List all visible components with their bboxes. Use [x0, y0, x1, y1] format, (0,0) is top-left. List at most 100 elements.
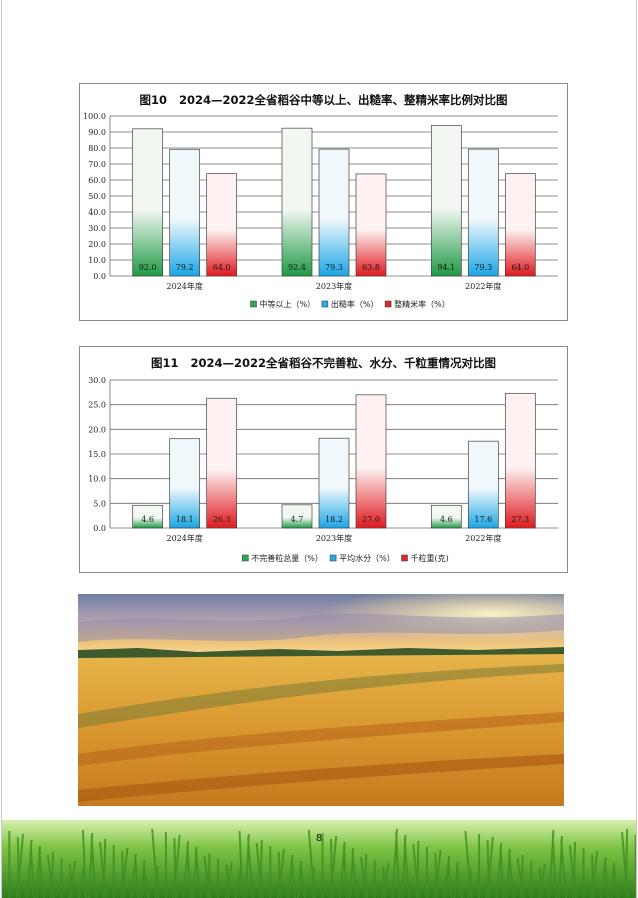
- y-tick-label: 10.0: [88, 256, 106, 265]
- legend-label: 不完善粒总量（%）: [251, 553, 323, 563]
- y-tick-label: 15.0: [88, 450, 106, 459]
- page-number: 8: [315, 833, 323, 844]
- grass-blade: [173, 837, 177, 898]
- x-category-label: 2022年度: [465, 533, 501, 543]
- grass-blade: [403, 837, 411, 898]
- data-label: 64.0: [511, 263, 529, 272]
- bar: [169, 148, 201, 277]
- bar: [504, 392, 536, 529]
- y-tick-label: 5.0: [93, 499, 106, 508]
- grass-blade: [102, 838, 107, 898]
- grass-blade: [360, 856, 369, 898]
- grass-blade: [433, 849, 442, 898]
- grass-blade: [395, 831, 401, 898]
- grass-blade: [121, 850, 125, 898]
- legend-swatch: [242, 554, 249, 562]
- grass-blade: [610, 862, 616, 898]
- grass-blade: [455, 864, 463, 898]
- grass-blade: [276, 848, 285, 898]
- chart-fig10: 图10 2024—2022全省稻谷中等以上、出糙率、整精米率比例对比图 0.0 10…: [79, 83, 568, 321]
- figure-number: 图10: [139, 93, 167, 107]
- legend-swatch: [384, 300, 392, 308]
- y-tick-label: 50.0: [88, 192, 106, 201]
- grass-blade: [194, 849, 202, 898]
- bar: [467, 440, 499, 529]
- grass-blade: [520, 854, 524, 898]
- grass-blade: [247, 836, 254, 898]
- grass-blade: [363, 853, 368, 898]
- data-label: 64.0: [213, 263, 231, 272]
- bar: [281, 504, 313, 529]
- x-category-label: 2024年度: [166, 281, 202, 291]
- grass-footer-decoration: [2, 820, 636, 898]
- bar: [355, 173, 387, 277]
- grass-blade: [82, 829, 88, 898]
- data-label: 79.3: [325, 263, 343, 272]
- grass-blade: [234, 867, 242, 898]
- grass-blade: [67, 860, 77, 898]
- grass-blade: [382, 865, 386, 898]
- grass-blade: [591, 853, 595, 898]
- grass-blade: [328, 835, 338, 898]
- grass-blade: [172, 834, 181, 898]
- y-tick-label: 60.0: [88, 176, 106, 185]
- grass-blade: [207, 852, 211, 898]
- grass-blade: [99, 841, 108, 898]
- chart-title: 图11 2024—2022全省稻谷不完善粒、水分、千粒重情况对比图: [80, 355, 567, 371]
- figure-title: 2024—2022全省稻谷不完善粒、水分、千粒重情况对比图: [190, 356, 497, 370]
- grass-blade: [486, 839, 491, 898]
- y-tick-label: 20.0: [88, 425, 106, 434]
- bar: [206, 173, 238, 277]
- legend-swatch: [321, 300, 329, 308]
- bar: [467, 148, 499, 277]
- grass-blade: [69, 863, 73, 898]
- data-label: 92.0: [139, 263, 157, 272]
- grass-blade: [299, 863, 307, 898]
- grass-blade: [589, 850, 599, 898]
- data-label: 17.6: [474, 515, 492, 524]
- grass-blade: [343, 844, 349, 898]
- grass-blade: [434, 852, 438, 898]
- grass-blade: [142, 862, 150, 898]
- grass-blade: [621, 831, 630, 898]
- data-label: 4.6: [440, 515, 453, 524]
- grass-blade: [277, 851, 282, 898]
- y-tick-label: 90.0: [88, 128, 106, 137]
- x-category-label: 2024年度: [166, 533, 202, 543]
- grass-blade: [29, 842, 35, 898]
- y-tick-label: 0.0: [93, 524, 106, 533]
- y-tick-label: 25.0: [88, 401, 106, 410]
- grass-blade: [50, 851, 54, 898]
- grass-blade: [38, 848, 46, 898]
- grass-blade: [351, 850, 359, 898]
- grass-blade: [551, 832, 557, 898]
- grass-blade: [604, 859, 610, 898]
- data-label: 18.2: [325, 515, 343, 524]
- y-tick-label: 30.0: [88, 224, 106, 233]
- y-tick-label: 30.0: [88, 376, 106, 385]
- grass-blade: [508, 851, 515, 898]
- grass-blade: [259, 839, 263, 898]
- grass-blade: [203, 855, 212, 898]
- bar: [206, 397, 238, 529]
- grass-blade: [186, 843, 192, 898]
- wheat-field-photo: [78, 594, 564, 806]
- grass-blade: [46, 854, 56, 898]
- data-label: 4.7: [291, 515, 304, 524]
- chart-plot: 0.0 10.0 20.0 30.0 40.0 50.0 60.0 70.0 80.0 90.0 1…: [83, 112, 558, 309]
- bar: [132, 504, 164, 529]
- grass-blade: [16, 836, 21, 898]
- grass-blade: [538, 866, 543, 898]
- grass-blade: [225, 864, 230, 898]
- grass-blade: [381, 862, 390, 898]
- y-tick-label: 40.0: [88, 208, 106, 217]
- bar: [430, 125, 462, 277]
- bar: [318, 148, 350, 277]
- data-label: 18.1: [176, 515, 194, 524]
- grass-blade: [568, 844, 578, 898]
- data-label: 26.3: [213, 515, 231, 524]
- grass-blade: [77, 866, 85, 898]
- chart-title: 图10 2024—2022全省稻谷中等以上、出糙率、整精米率比例对比图: [80, 92, 567, 108]
- figure-title: 2024—2022全省稻谷中等以上、出糙率、整精米率比例对比图: [179, 93, 508, 107]
- chart-plot: 0.0 5.0 10.0 15.0 20.0 25.0 30.0 4.6 18.1 26.3 202…: [88, 376, 558, 563]
